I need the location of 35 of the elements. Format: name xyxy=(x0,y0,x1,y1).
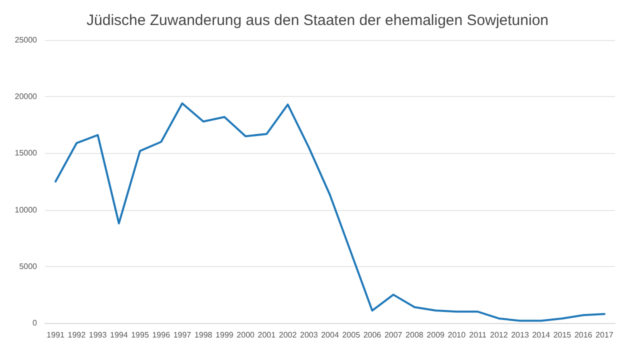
x-tick-label: 2010 xyxy=(448,330,466,340)
x-tick-label: 2013 xyxy=(511,330,530,340)
y-tick-label: 5000 xyxy=(19,262,38,271)
line-series xyxy=(54,102,606,322)
chart-title: Jüdische Zuwanderung aus den Staaten der ehemaligen Sowjetunion xyxy=(86,12,548,29)
x-tick-label: 1998 xyxy=(194,330,213,340)
x-tick-label: 1996 xyxy=(152,330,171,340)
x-tick-label: 1997 xyxy=(173,330,192,340)
x-tick-label: 2012 xyxy=(490,330,508,340)
x-tick-label: 2002 xyxy=(278,330,298,340)
x-tick-label: 2011 xyxy=(469,330,487,340)
x-tick-label: 2005 xyxy=(342,330,361,340)
x-tick-label: 2017 xyxy=(596,330,614,340)
x-tick-label: 1991 xyxy=(46,330,66,340)
x-tick-label: 2003 xyxy=(300,330,318,340)
x-tick-label: 2015 xyxy=(553,330,572,340)
x-tick-label: 1993 xyxy=(88,330,108,340)
x-tick-label: 1992 xyxy=(68,330,86,340)
x-tick-label: 2008 xyxy=(406,330,424,340)
x-tick-label: 2009 xyxy=(426,330,446,340)
x-tick-label: 1994 xyxy=(110,330,128,340)
y-tick-label: 10000 xyxy=(14,205,38,214)
x-tick-label: 2016 xyxy=(574,330,593,340)
y-tick-label: 20000 xyxy=(14,92,38,102)
y-tick-label: 25000 xyxy=(14,36,38,44)
x-tick-label: 2006 xyxy=(363,330,382,340)
x-tick-label: 2000 xyxy=(236,330,256,340)
x-tick-label: 2004 xyxy=(321,330,340,340)
x-tick-label: 1995 xyxy=(131,330,150,340)
y-tick-label: 15000 xyxy=(14,148,38,158)
x-tick-label: 2014 xyxy=(532,330,551,340)
y-tick-label: 0 xyxy=(32,318,38,328)
x-tick-label: 2007 xyxy=(384,330,403,340)
x-tick-label: 2001 xyxy=(258,330,276,340)
x-tick-label: 1999 xyxy=(216,330,234,340)
